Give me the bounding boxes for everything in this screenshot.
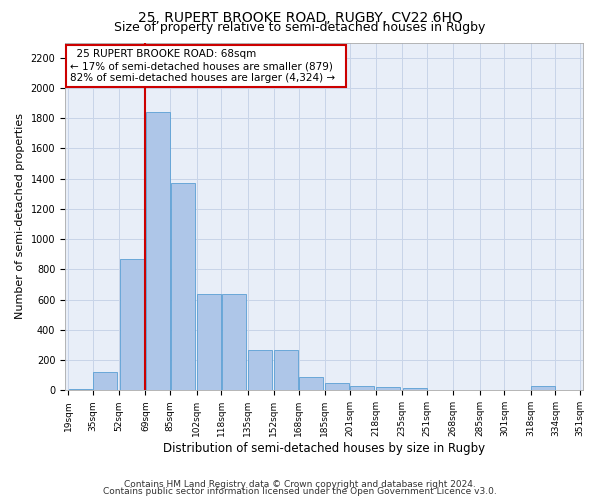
X-axis label: Distribution of semi-detached houses by size in Rugby: Distribution of semi-detached houses by … (163, 442, 485, 455)
Bar (274, 350, 298, 391)
Text: Contains HM Land Registry data © Crown copyright and database right 2024.: Contains HM Land Registry data © Crown c… (124, 480, 476, 489)
Bar (403, 388, 427, 390)
Text: 25, RUPERT BROOKE ROAD, RUGBY, CV22 6HQ: 25, RUPERT BROOKE ROAD, RUGBY, CV22 6HQ (137, 11, 463, 25)
Bar (68, 389, 92, 390)
Bar (350, 386, 374, 390)
Text: 25 RUPERT BROOKE ROAD: 68sqm
← 17% of semi-detached houses are smaller (879)
82%: 25 RUPERT BROOKE ROAD: 68sqm ← 17% of se… (70, 50, 342, 82)
Bar (325, 383, 349, 390)
Bar (376, 388, 400, 390)
Text: Contains public sector information licensed under the Open Government Licence v3: Contains public sector information licen… (103, 487, 497, 496)
Bar (531, 386, 555, 390)
Y-axis label: Number of semi-detached properties: Number of semi-detached properties (15, 114, 25, 320)
Bar (146, 112, 170, 390)
Bar (119, 259, 143, 390)
Bar (93, 372, 117, 390)
Text: Size of property relative to semi-detached houses in Rugby: Size of property relative to semi-detach… (115, 21, 485, 34)
Bar (299, 376, 323, 390)
Bar (170, 183, 194, 390)
Bar (197, 294, 221, 390)
Bar (248, 350, 272, 391)
Bar (221, 294, 245, 390)
